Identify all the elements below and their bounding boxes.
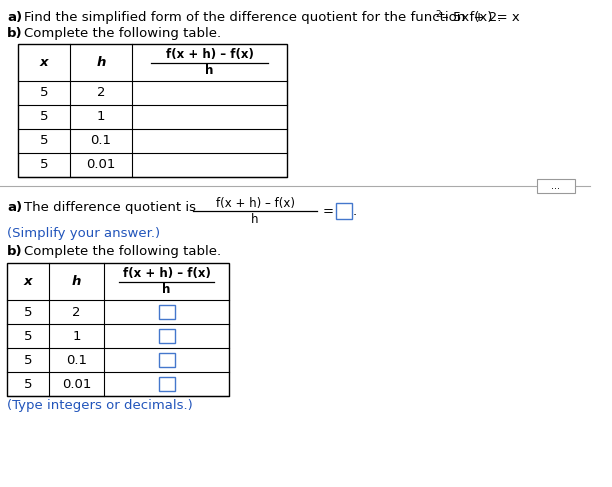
Text: 5: 5 (24, 354, 32, 367)
Text: 5: 5 (40, 158, 48, 171)
Text: b): b) (7, 27, 23, 40)
Text: ...: ... (551, 181, 561, 191)
Text: b): b) (7, 245, 23, 258)
Bar (159, 329, 174, 343)
Bar (159, 377, 174, 391)
Text: – 5x + 2.: – 5x + 2. (442, 11, 501, 24)
Text: 1: 1 (97, 111, 105, 124)
Text: (Simplify your answer.): (Simplify your answer.) (7, 227, 160, 240)
Text: f(x + h) – f(x): f(x + h) – f(x) (215, 197, 294, 209)
Bar (18, 44, 287, 177)
Text: =: = (323, 205, 334, 218)
Text: a): a) (7, 201, 22, 214)
Text: 5: 5 (24, 305, 32, 318)
Bar (336, 203, 352, 219)
Text: .: . (353, 205, 357, 218)
Text: h: h (205, 64, 214, 77)
Text: h: h (162, 283, 171, 296)
Text: f(x + h) – f(x): f(x + h) – f(x) (166, 48, 253, 61)
Text: x: x (40, 56, 48, 69)
Text: f(x + h) – f(x): f(x + h) – f(x) (122, 267, 211, 280)
Text: a): a) (7, 11, 22, 24)
Text: 2: 2 (72, 305, 81, 318)
Text: h: h (96, 56, 106, 69)
Text: 0.01: 0.01 (86, 158, 116, 171)
Bar (537, 179, 575, 193)
Text: 5: 5 (24, 377, 32, 391)
Text: 0.1: 0.1 (66, 354, 87, 367)
Text: Complete the following table.: Complete the following table. (24, 27, 221, 40)
Text: 2: 2 (435, 10, 441, 19)
Text: Find the simplified form of the difference quotient for the function f(x) = x: Find the simplified form of the differen… (24, 11, 520, 24)
Text: h: h (252, 212, 259, 225)
Text: 0.01: 0.01 (62, 377, 91, 391)
Text: 5: 5 (40, 111, 48, 124)
Text: 0.1: 0.1 (91, 134, 111, 148)
Text: Complete the following table.: Complete the following table. (24, 245, 221, 258)
Text: h: h (72, 275, 81, 288)
Text: x: x (24, 275, 32, 288)
Text: 5: 5 (24, 330, 32, 342)
Text: The difference quotient is: The difference quotient is (24, 201, 196, 214)
Text: 5: 5 (40, 134, 48, 148)
Text: (Type integers or decimals.): (Type integers or decimals.) (7, 399, 193, 412)
Text: 5: 5 (40, 87, 48, 99)
Text: 1: 1 (72, 330, 81, 342)
Text: 2: 2 (97, 87, 105, 99)
Bar (7, 263, 229, 396)
Bar (159, 305, 174, 319)
Bar (159, 353, 174, 367)
